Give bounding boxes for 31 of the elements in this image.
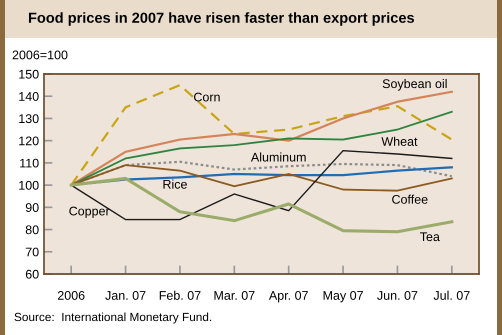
series-label: Soybean oil [382, 78, 447, 91]
y-tick-label: 130 [19, 114, 39, 124]
series-label: Wheat [381, 136, 418, 146]
chart-title: Food prices in 2007 have risen faster than export prices [28, 12, 414, 26]
series-label: Rice [163, 180, 187, 189]
x-tick-label: May 07 [324, 290, 363, 302]
x-tick-label: 2006 [58, 290, 85, 300]
y-tick-label: 60 [26, 270, 39, 279]
y-tick-label: 140 [19, 92, 39, 101]
y-tick-label: 120 [19, 136, 39, 146]
source-note: Source: International Monetary Fund. [14, 312, 212, 324]
series-label: Tea [420, 232, 440, 242]
x-tick-label: Jun. 07 [377, 290, 418, 300]
y-tick-label: 110 [20, 158, 39, 168]
series-label: Coffee [392, 194, 428, 204]
series-label: Aluminum [250, 152, 306, 162]
series-label: Copper [69, 206, 110, 218]
y-tick-label: 70 [26, 248, 39, 256]
x-tick-label: Feb. 07 [160, 290, 201, 300]
x-tick-label: Apr. 07 [268, 290, 308, 302]
x-tick-label: Jan. 07 [105, 290, 146, 300]
y-tick-label: 80 [26, 225, 39, 234]
y-tick-label: 150 [19, 70, 39, 79]
y-axis-title: 2006=100 [12, 50, 68, 60]
y-tick-label: 90 [26, 203, 39, 212]
y-tick-label: 100 [19, 180, 39, 190]
series-label: Corn [194, 92, 220, 102]
x-tick-label: Jul. 07 [434, 290, 470, 300]
line-series [70, 176, 454, 234]
x-tick-label: Mar. 07 [214, 290, 255, 300]
line-series [70, 150, 453, 220]
